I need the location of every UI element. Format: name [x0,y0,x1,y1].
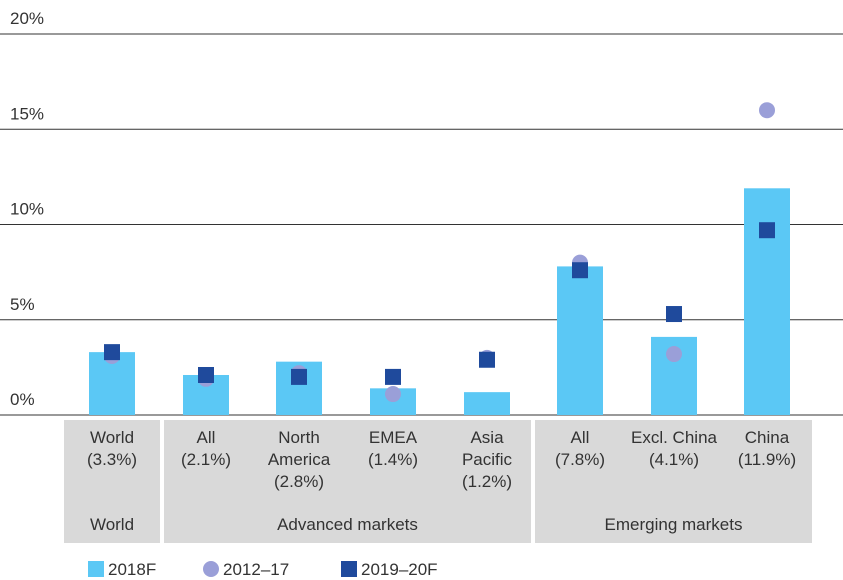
x-tick-label: World (3.3%) [86,428,138,469]
legend-swatch [341,561,357,577]
square [385,368,401,385]
square [666,306,682,323]
group-box [164,420,531,543]
group-label: Emerging markets [604,515,743,534]
x-tick-label: All (2.1%) [180,428,232,469]
dot [385,386,401,403]
square [198,366,214,383]
y-tick-label: 5% [10,295,35,314]
x-tick-label: Excl. China (4.1%) [631,428,717,469]
dot [666,346,682,363]
x-tick-label: Asia Pacific (1.2%) [461,428,513,491]
group-box [64,420,160,543]
group-label: Advanced markets [277,515,418,534]
legend-label: 2018F [108,560,156,579]
square [572,262,588,279]
x-tick-label: All (7.8%) [554,428,606,469]
square [759,222,775,239]
y-tick-label: 0% [10,390,35,409]
y-tick-label: 20% [10,9,44,28]
y-tick-label: 15% [10,104,44,123]
square [104,344,120,361]
square [479,351,495,368]
group-box [535,420,812,543]
x-tick-label: EMEA (1.4%) [367,428,419,469]
x-tick-label: North America (2.8%) [267,428,331,491]
legend-label: 2019–20F [361,560,438,579]
square [291,368,307,385]
dot [759,102,775,119]
legend-label: 2012–17 [223,560,289,579]
group-label: World [89,515,135,534]
legend-swatch [88,561,104,577]
legend-swatch [203,561,219,577]
bar [464,392,510,415]
x-tick-label: China (11.9%) [737,428,797,469]
y-tick-label: 10% [10,200,44,219]
bar [557,266,603,415]
